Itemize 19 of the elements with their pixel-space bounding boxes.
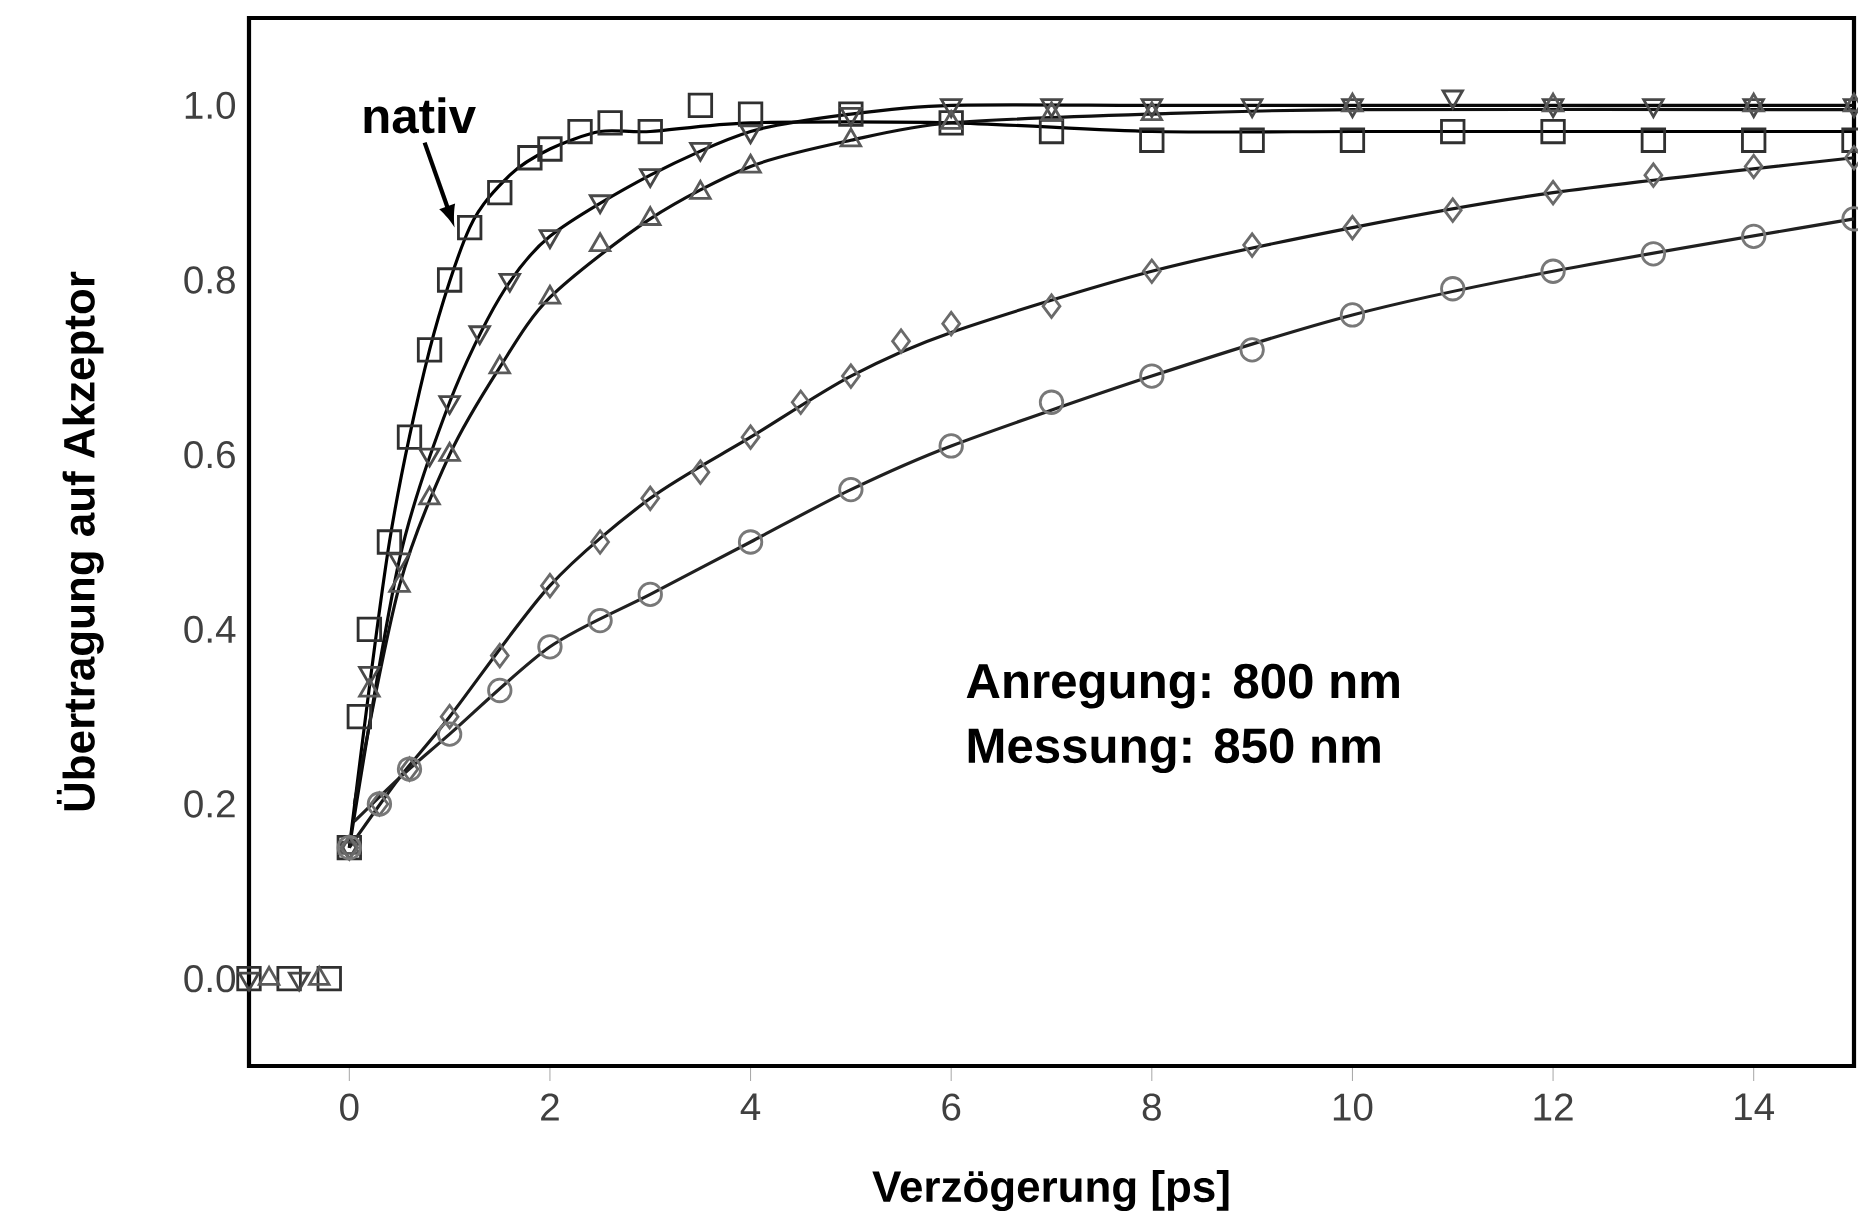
y-tick-label: 0.4 (184, 615, 236, 644)
annotation: Anregung: 800 nm (966, 663, 1399, 709)
x-tick-label: 14 (1735, 1093, 1775, 1121)
x-tick-label: 12 (1534, 1093, 1573, 1121)
x-tick-label: 6 (942, 1093, 961, 1121)
y-tick-label: 0.6 (184, 441, 235, 469)
y-tick-label: 1.0 (185, 91, 236, 120)
y-tick-label: 0.0 (184, 965, 236, 993)
y-axis-title: Übertragung auf Akzeptor (56, 271, 104, 811)
y-tick-label: 0.8 (184, 266, 235, 294)
x-tick-label: 4 (740, 1093, 761, 1121)
x-tick-label: 10 (1333, 1093, 1373, 1121)
x-tick-label: 8 (1142, 1093, 1161, 1121)
x-axis-title: Verzögerung [ps] (872, 1169, 1229, 1212)
x-tick-label: 0 (340, 1093, 359, 1121)
annotation: nativ (364, 97, 476, 134)
annotation: Messung: 850 nm (968, 728, 1380, 774)
y-tick-label: 0.2 (184, 790, 235, 818)
x-tick-label: 2 (541, 1093, 559, 1121)
